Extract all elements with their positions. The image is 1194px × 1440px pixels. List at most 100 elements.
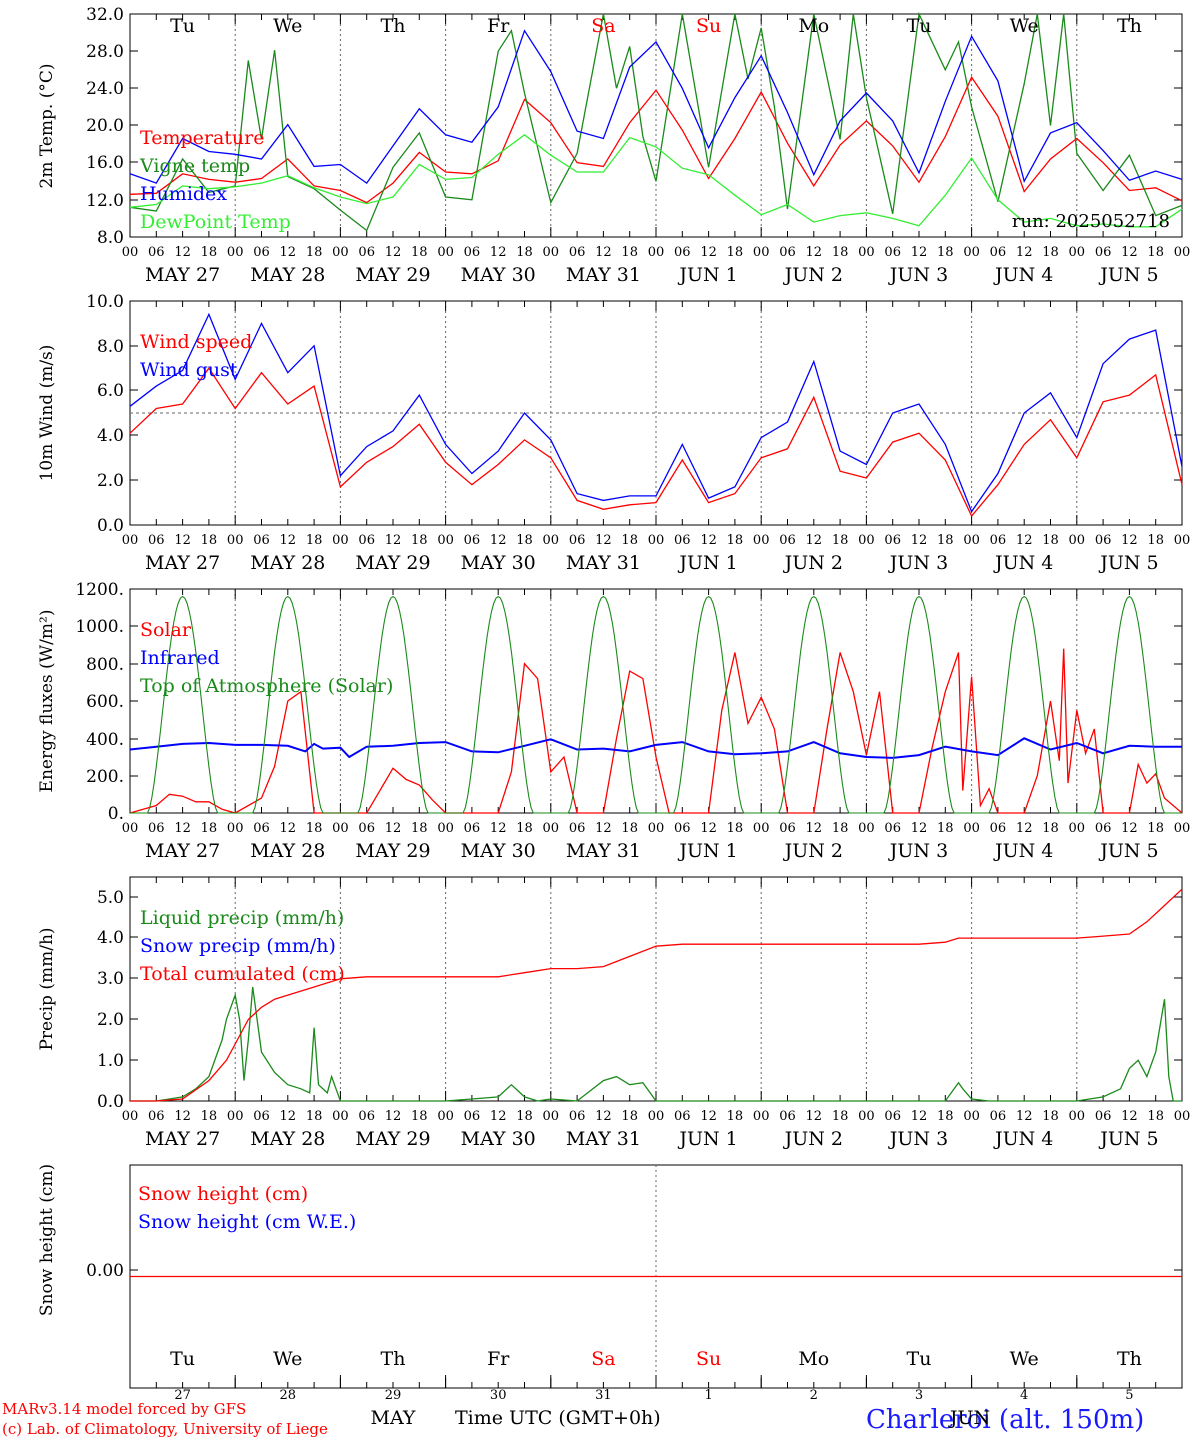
weekday-label: Tu xyxy=(907,1348,932,1370)
weekday-label: Fr xyxy=(487,15,510,37)
day-number-label: 3 xyxy=(915,1388,923,1403)
x-hour-label: 00 xyxy=(648,533,665,548)
x-hour-label: 12 xyxy=(174,533,191,548)
x-date-label: JUN 3 xyxy=(888,552,948,574)
x-hour-label: 12 xyxy=(490,533,507,548)
x-hour-label: 12 xyxy=(595,245,612,260)
x-hour-label: 18 xyxy=(937,821,954,836)
x-hour-label: 12 xyxy=(595,821,612,836)
x-hour-label: 12 xyxy=(174,1109,191,1124)
y-tick-label: 32.0 xyxy=(86,5,124,25)
x-hour-label: 18 xyxy=(832,533,849,548)
x-hour-label: 18 xyxy=(516,533,533,548)
x-date-label: JUN 2 xyxy=(783,264,843,286)
series-line xyxy=(130,888,1183,1102)
x-hour-label: 00 xyxy=(122,1109,139,1124)
day-number-label: 27 xyxy=(174,1388,191,1403)
legend-entry: Infrared xyxy=(140,647,220,669)
x-hour-label: 18 xyxy=(306,1109,323,1124)
weekday-label: Tu xyxy=(170,1348,195,1370)
x-date-label: JUN 5 xyxy=(1098,1128,1158,1150)
month-label: MAY xyxy=(371,1407,416,1429)
legend-entry: Snow height (cm W.E.) xyxy=(138,1211,356,1233)
x-hour-label: 06 xyxy=(148,245,165,260)
x-hour-label: 12 xyxy=(806,245,823,260)
x-hour-label: 18 xyxy=(621,245,638,260)
y-tick-label: 4.0 xyxy=(97,426,124,446)
x-hour-label: 06 xyxy=(990,245,1007,260)
x-hour-label: 18 xyxy=(1042,1109,1059,1124)
weekday-label: Su xyxy=(696,1348,721,1370)
x-hour-label: 12 xyxy=(806,533,823,548)
y-axis-label: 10m Wind (m/s) xyxy=(37,345,57,482)
y-tick-label: 1000. xyxy=(75,617,124,637)
x-hour-label: 12 xyxy=(595,533,612,548)
x-date-label: JUN 1 xyxy=(677,552,737,574)
legend-entry: Temperature xyxy=(140,127,264,149)
x-hour-label: 00 xyxy=(858,533,875,548)
x-date-label: JUN 1 xyxy=(677,264,737,286)
x-hour-label: 00 xyxy=(858,821,875,836)
x-hour-label: 06 xyxy=(148,1109,165,1124)
x-date-label: JUN 4 xyxy=(993,552,1053,574)
x-hour-label: 18 xyxy=(621,1109,638,1124)
y-tick-label: 6.0 xyxy=(97,381,124,401)
legend-entry: Total cumulated (cm) xyxy=(140,963,345,985)
x-hour-label: 18 xyxy=(1042,533,1059,548)
y-axis-label: Energy fluxes (W/m²) xyxy=(37,610,57,793)
x-hour-label: 06 xyxy=(990,821,1007,836)
x-hour-label: 12 xyxy=(911,533,928,548)
x-date-label: JUN 4 xyxy=(993,840,1053,862)
x-hour-label: 06 xyxy=(779,1109,796,1124)
x-date-label: MAY 29 xyxy=(355,1128,430,1150)
y-tick-label: 8.0 xyxy=(97,228,124,248)
legend-entry: Snow precip (mm/h) xyxy=(140,935,336,957)
x-date-label: JUN 4 xyxy=(993,264,1053,286)
y-tick-label: 0. xyxy=(108,804,124,824)
x-hour-label: 00 xyxy=(122,533,139,548)
x-hour-label: 00 xyxy=(753,821,770,836)
x-hour-label: 00 xyxy=(1069,1109,1086,1124)
weekday-label: Mo xyxy=(798,15,829,37)
x-date-label: MAY 29 xyxy=(355,552,430,574)
panel-4: 0.0 1.0 2.0 3.0 4.0 5.0 Precip (mm/h) 00 06 12 18 0… xyxy=(37,876,1190,1150)
x-hour-label: 06 xyxy=(569,1109,586,1124)
x-hour-label: 12 xyxy=(280,245,297,260)
x-date-label: JUN 5 xyxy=(1098,840,1158,862)
x-hour-label: 06 xyxy=(884,821,901,836)
x-hour-label: 12 xyxy=(700,245,717,260)
x-date-label: JUN 3 xyxy=(888,840,948,862)
x-hour-label: 18 xyxy=(621,821,638,836)
x-hour-label: 06 xyxy=(464,533,481,548)
x-hour-label: 18 xyxy=(516,821,533,836)
x-hour-label: 18 xyxy=(306,821,323,836)
x-date-label: MAY 28 xyxy=(250,552,325,574)
x-hour-label: 18 xyxy=(727,245,744,260)
x-hour-label: 00 xyxy=(648,245,665,260)
y-tick-label: 1.0 xyxy=(97,1051,124,1071)
panel-1: 8.0 12.0 16.0 20.0 24.0 28.0 32.0 2m Temp. (°C)… xyxy=(37,5,1190,286)
x-hour-label: 12 xyxy=(280,1109,297,1124)
day-number-label: 31 xyxy=(595,1388,612,1403)
x-date-label: JUN 2 xyxy=(783,840,843,862)
x-hour-label: 12 xyxy=(700,533,717,548)
day-number-label: 4 xyxy=(1020,1388,1028,1403)
x-hour-label: 00 xyxy=(1174,245,1191,260)
x-hour-label: 12 xyxy=(490,245,507,260)
x-hour-label: 18 xyxy=(1042,821,1059,836)
x-hour-label: 00 xyxy=(437,821,454,836)
y-tick-label: 4.0 xyxy=(97,928,124,948)
x-hour-label: 18 xyxy=(411,1109,428,1124)
x-hour-label: 06 xyxy=(674,245,691,260)
x-hour-label: 00 xyxy=(543,245,560,260)
x-hour-label: 00 xyxy=(332,821,349,836)
x-date-label: MAY 31 xyxy=(566,552,641,574)
x-hour-label: 12 xyxy=(385,1109,402,1124)
weekday-label: Mo xyxy=(798,1348,829,1370)
x-hour-label: 06 xyxy=(674,821,691,836)
y-tick-label: 800. xyxy=(86,655,124,675)
weekday-label: Sa xyxy=(591,15,615,37)
x-hour-label: 18 xyxy=(621,533,638,548)
series-line xyxy=(129,312,1183,513)
x-hour-label: 06 xyxy=(464,1109,481,1124)
